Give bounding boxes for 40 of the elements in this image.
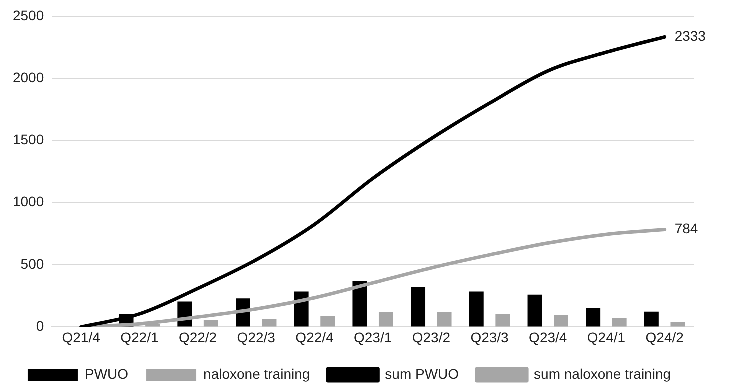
line-series	[80, 228, 667, 328]
y-tick-label: 500	[20, 256, 44, 272]
bar	[262, 319, 277, 327]
y-tick-label: 1500	[12, 132, 44, 148]
line-series	[80, 35, 667, 328]
x-tick-label: Q22/1	[120, 329, 159, 346]
y-tick-label: 0	[36, 318, 44, 334]
bar	[496, 314, 510, 327]
bar	[378, 312, 394, 327]
data-label: 784	[674, 220, 698, 237]
x-tick-label: Q22/4	[296, 329, 334, 346]
legend-label: sum PWUO	[385, 366, 460, 382]
legend-label: PWUO	[84, 366, 129, 382]
bar	[352, 281, 368, 327]
bar	[204, 320, 218, 327]
bar	[469, 292, 484, 327]
x-tick-label: Q21/4	[62, 329, 101, 346]
x-tick-label: Q23/2	[412, 329, 451, 346]
x-tick-label: Q22/3	[237, 329, 276, 346]
legend-label: naloxone training	[204, 366, 310, 382]
x-tick-label: Q23/3	[470, 329, 510, 346]
bar	[644, 312, 659, 327]
x-tick-label: Q22/2	[178, 329, 218, 346]
y-tick-label: 1000	[12, 194, 44, 210]
x-tick-label: Q24/2	[646, 329, 684, 346]
bar	[528, 294, 542, 327]
data-label: 2333	[674, 28, 706, 44]
x-tick-label: Q23/1	[354, 329, 392, 346]
bar	[320, 316, 336, 327]
x-tick-label: Q23/4	[529, 329, 568, 346]
y-tick-label: 2500	[12, 7, 44, 24]
bar	[670, 322, 686, 327]
bar	[554, 315, 568, 327]
legend-label: sum naloxone training	[534, 366, 672, 382]
x-tick-label: Q24/1	[587, 329, 626, 346]
bar	[437, 312, 452, 327]
y-tick-label: 2000	[12, 69, 44, 86]
bar	[612, 318, 627, 327]
bar	[586, 308, 601, 327]
bar	[411, 287, 426, 327]
